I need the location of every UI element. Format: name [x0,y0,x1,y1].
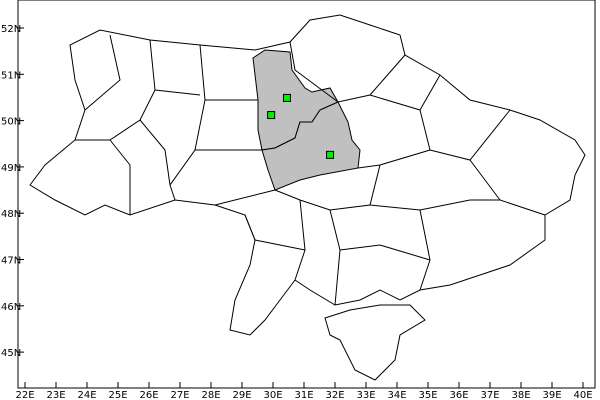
region-border [369,199,500,211]
lat-tick-label: 48N [1,209,21,220]
lon-tick-label: 34E [387,390,406,400]
lon-tick-label: 33E [356,390,375,400]
lat-tick-label: 50N [1,117,21,128]
region-border [289,41,406,103]
plot-frame [17,0,596,389]
lat-tick-label: 47N [1,256,21,267]
lat-tick-label: 49N [1,163,21,174]
region-border [357,109,431,169]
lon-tick-label: 27E [170,390,189,400]
station-marker[interactable] [282,93,291,102]
region-border [109,139,131,215]
lat-tick-label: 45N [1,348,21,359]
station-marker[interactable] [326,150,335,159]
lon-tick-label: 31E [294,390,313,400]
lat-tick-label: 52N [1,24,21,35]
lat-tick-label: 51N [1,70,21,81]
axes: 22E 23E 24E 25E 26E 27E 28E 29E 30E 31E 32E 33E 34E 3… [1,24,593,400]
lon-tick-label: 37E [480,390,499,400]
lon-tick-label: 36E [449,390,468,400]
lon-tick-label: 29E [232,390,251,400]
marker-layer [267,93,335,159]
lon-tick-label: 38E [511,390,530,400]
lon-tick-label: 30E [263,390,282,400]
region-border [154,89,201,96]
lon-tick-label: 28E [201,390,220,400]
region-border [139,119,171,186]
lon-tick-label: 23E [46,390,65,400]
station-marker[interactable] [267,111,276,120]
lon-tick-label: 40E [573,390,592,400]
region-border [214,189,276,206]
region-outlines [29,14,586,381]
lon-tick-label: 32E [325,390,344,400]
region-border [339,244,431,261]
region-cherkasy-highlight [261,101,361,191]
crimea-outline [324,304,426,381]
region-border [254,239,306,251]
region-border [244,214,256,241]
lon-tick-label: 26E [139,390,158,400]
lon-tick-label: 24E [77,390,96,400]
lon-tick-label: 25E [108,390,127,400]
lon-tick-label: 35E [418,390,437,400]
lat-tick-label: 46N [1,302,21,313]
lon-tick-label: 39E [542,390,561,400]
lon-tick-label: 22E [15,390,34,400]
region-border [84,34,121,111]
